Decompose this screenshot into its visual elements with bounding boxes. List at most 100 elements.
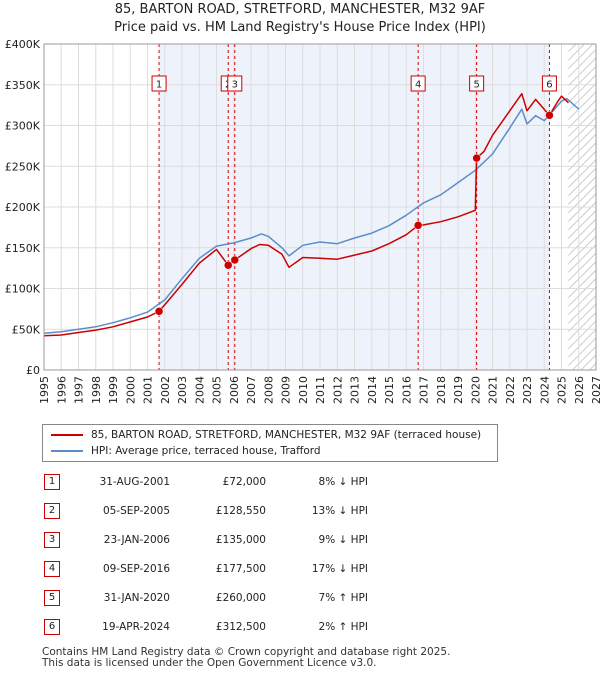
legend-item-property: 85, BARTON ROAD, STRETFORD, MANCHESTER, … [51, 427, 481, 443]
footer: Contains HM Land Registry data © Crown c… [42, 647, 450, 669]
table-row: 2 05-SEP-2005 £128,550 13% ↓ HPI [42, 501, 442, 521]
table-row: 4 09-SEP-2016 £177,500 17% ↓ HPI [42, 559, 442, 579]
x-tick-label: 2017 [418, 376, 431, 404]
sale-price: £260,000 [215, 592, 266, 604]
sale-marker-box [541, 75, 557, 92]
sale-point [472, 153, 481, 163]
sale-hpi-diff: 17% ↓ HPI [311, 563, 368, 575]
sale-point [154, 307, 164, 316]
sale-price: £177,500 [215, 563, 266, 575]
sale-number-badge: 6 [44, 619, 60, 635]
x-tick-label: 1995 [38, 376, 51, 404]
x-tick-label: 2011 [314, 376, 327, 404]
sale-point [545, 111, 554, 120]
chart-legend: 85, BARTON ROAD, STRETFORD, MANCHESTER, … [42, 424, 498, 462]
sale-hpi-diff: 7% ↑ HPI [318, 592, 368, 604]
sale-price: £128,550 [215, 505, 266, 517]
table-row: 1 31-AUG-2001 £72,000 8% ↓ HPI [42, 472, 442, 492]
sale-price: £135,000 [215, 534, 266, 546]
x-tick-label: 2005 [211, 376, 224, 404]
sale-price: £72,000 [222, 476, 266, 488]
x-tick-label: 2014 [366, 376, 379, 404]
sale-marker-label: 5 [473, 80, 479, 91]
sale-number-badge: 2 [44, 503, 60, 519]
sale-date: 23-JAN-2006 [103, 534, 170, 546]
sale-date: 31-AUG-2001 [99, 476, 170, 488]
x-tick-label: 2025 [556, 376, 569, 404]
sale-point [230, 255, 240, 265]
price-chart: £0 £50K £100K £150K £200K £250K £300K £350K £400… [5, 38, 600, 404]
sale-marker-box [469, 75, 485, 92]
x-tick-label: 2024 [538, 376, 551, 404]
x-tick-label: 2019 [452, 376, 465, 404]
sale-marker-box [151, 75, 167, 92]
x-tick-label: 2012 [331, 376, 344, 404]
y-tick-label: £50K [12, 323, 41, 336]
sale-hpi-diff: 13% ↓ HPI [311, 505, 368, 517]
y-tick-label: £400K [5, 38, 41, 51]
footer-copyright: Contains HM Land Registry data © Crown c… [42, 646, 451, 658]
x-tick-label: 2007 [245, 376, 258, 404]
sale-date: 09-SEP-2016 [102, 563, 170, 575]
x-tick-label: 2023 [521, 376, 534, 404]
sale-marker-label: 4 [415, 80, 421, 91]
x-tick-label: 1997 [73, 376, 86, 404]
legend-label-hpi: HPI: Average price, terraced house, Traf… [91, 445, 321, 457]
sale-number-badge: 1 [44, 474, 60, 490]
chart-title: 85, BARTON ROAD, STRETFORD, MANCHESTER, … [114, 2, 486, 17]
sale-number-badge: 5 [44, 590, 60, 606]
sale-marker-label: 6 [546, 80, 552, 91]
sale-marker-box [410, 75, 426, 92]
x-tick-label: 2027 [590, 376, 600, 404]
x-tick-label: 2016 [400, 376, 413, 404]
sale-point [413, 221, 423, 230]
sale-hpi-diff: 2% ↑ HPI [318, 621, 368, 633]
chart-subtitle: Price paid vs. HM Land Registry's House … [114, 20, 486, 35]
footer-licence: This data is licensed under the Open Gov… [42, 657, 377, 669]
x-tick-label: 2003 [176, 376, 189, 404]
x-tick-label: 2022 [504, 376, 517, 404]
x-tick-label: 2018 [435, 376, 448, 404]
sale-number-badge: 3 [44, 532, 60, 548]
x-tick-label: 2000 [124, 376, 137, 404]
sale-hpi-diff: 8% ↓ HPI [318, 476, 368, 488]
x-tick-label: 2009 [280, 376, 293, 404]
x-tick-label: 2020 [469, 376, 482, 404]
sale-number-badge: 4 [44, 561, 60, 577]
sale-price: £312,500 [215, 621, 266, 633]
plot-border [43, 43, 597, 371]
legend-swatch-property [51, 434, 83, 436]
y-tick-label: £250K [5, 160, 41, 173]
x-tick-label: 2008 [262, 376, 275, 404]
table-row: 6 19-APR-2024 £312,500 2% ↑ HPI [42, 617, 442, 637]
x-tick-label: 1999 [107, 376, 120, 404]
x-tick-label: 2002 [159, 376, 172, 404]
x-tick-label: 2013 [349, 376, 362, 404]
sale-hpi-diff: 9% ↓ HPI [318, 534, 368, 546]
legend-swatch-hpi [51, 450, 83, 452]
legend-item-hpi: HPI: Average price, terraced house, Traf… [51, 443, 321, 459]
x-tick-label: 2015 [383, 376, 396, 404]
x-tick-label: 2004 [193, 376, 206, 404]
x-tick-label: 2026 [573, 376, 586, 404]
sale-date: 19-APR-2024 [102, 621, 170, 633]
x-tick-label: 2021 [487, 376, 500, 404]
sale-marker-box [227, 75, 243, 92]
sale-marker-label: 3 [232, 80, 238, 91]
y-tick-label: £150K [5, 242, 41, 255]
y-tick-label: £200K [5, 201, 41, 214]
table-row: 5 31-JAN-2020 £260,000 7% ↑ HPI [42, 588, 442, 608]
x-tick-label: 2006 [228, 376, 241, 404]
hpi-series-line [43, 97, 580, 335]
sale-date: 05-SEP-2005 [102, 505, 170, 517]
x-tick-label: 1996 [55, 376, 68, 404]
legend-label-property: 85, BARTON ROAD, STRETFORD, MANCHESTER, … [91, 429, 482, 441]
x-tick-label: 1998 [90, 376, 103, 404]
x-tick-label: 2001 [142, 376, 155, 404]
table-row: 3 23-JAN-2006 £135,000 9% ↓ HPI [42, 530, 442, 550]
y-tick-label: £300K [5, 120, 41, 133]
sale-date: 31-JAN-2020 [103, 592, 170, 604]
y-tick-label: £0 [26, 364, 40, 377]
x-tick-label: 2010 [297, 376, 310, 404]
y-tick-label: £100K [5, 283, 41, 296]
